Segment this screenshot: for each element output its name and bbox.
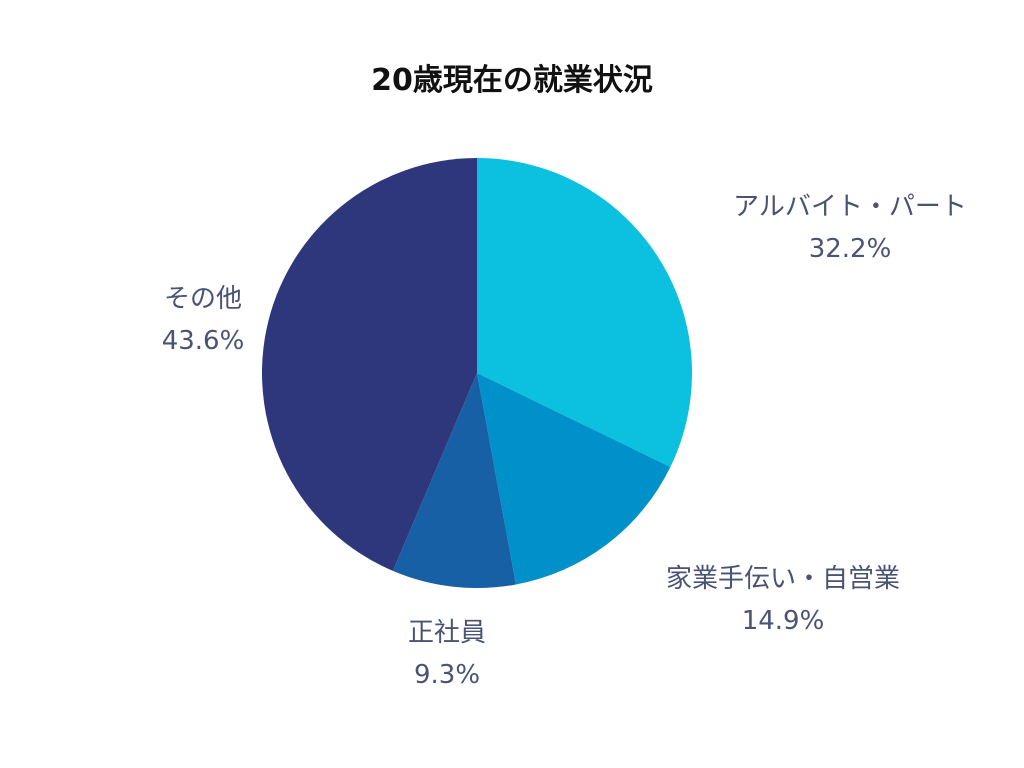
chart-title: 20歳現在の就業状況: [371, 63, 653, 98]
slice-4: [261, 157, 477, 571]
slice-3-value-label: 9.3%: [414, 660, 480, 690]
slice-3-name-label: 正社員: [408, 618, 486, 648]
pie-labels: アルバイト・パート 32.2% 家業手伝い・自営業 14.9% 正社員 9.3% その他 43…: [162, 192, 967, 690]
slice-4-name-label: その他: [164, 284, 242, 314]
slice-1-value-label: 32.2%: [809, 234, 892, 264]
pie-slices: [261, 157, 692, 589]
slice-1-name-label: アルバイト・パート: [733, 192, 967, 222]
slice-1: [477, 158, 692, 467]
slice-2: [477, 373, 671, 585]
slice-2-name-label: 家業手伝い・自営業: [666, 564, 900, 594]
slice-3: [392, 373, 516, 589]
slice-4-value-label: 43.6%: [162, 326, 245, 356]
slice-2-value-label: 14.9%: [742, 606, 825, 636]
